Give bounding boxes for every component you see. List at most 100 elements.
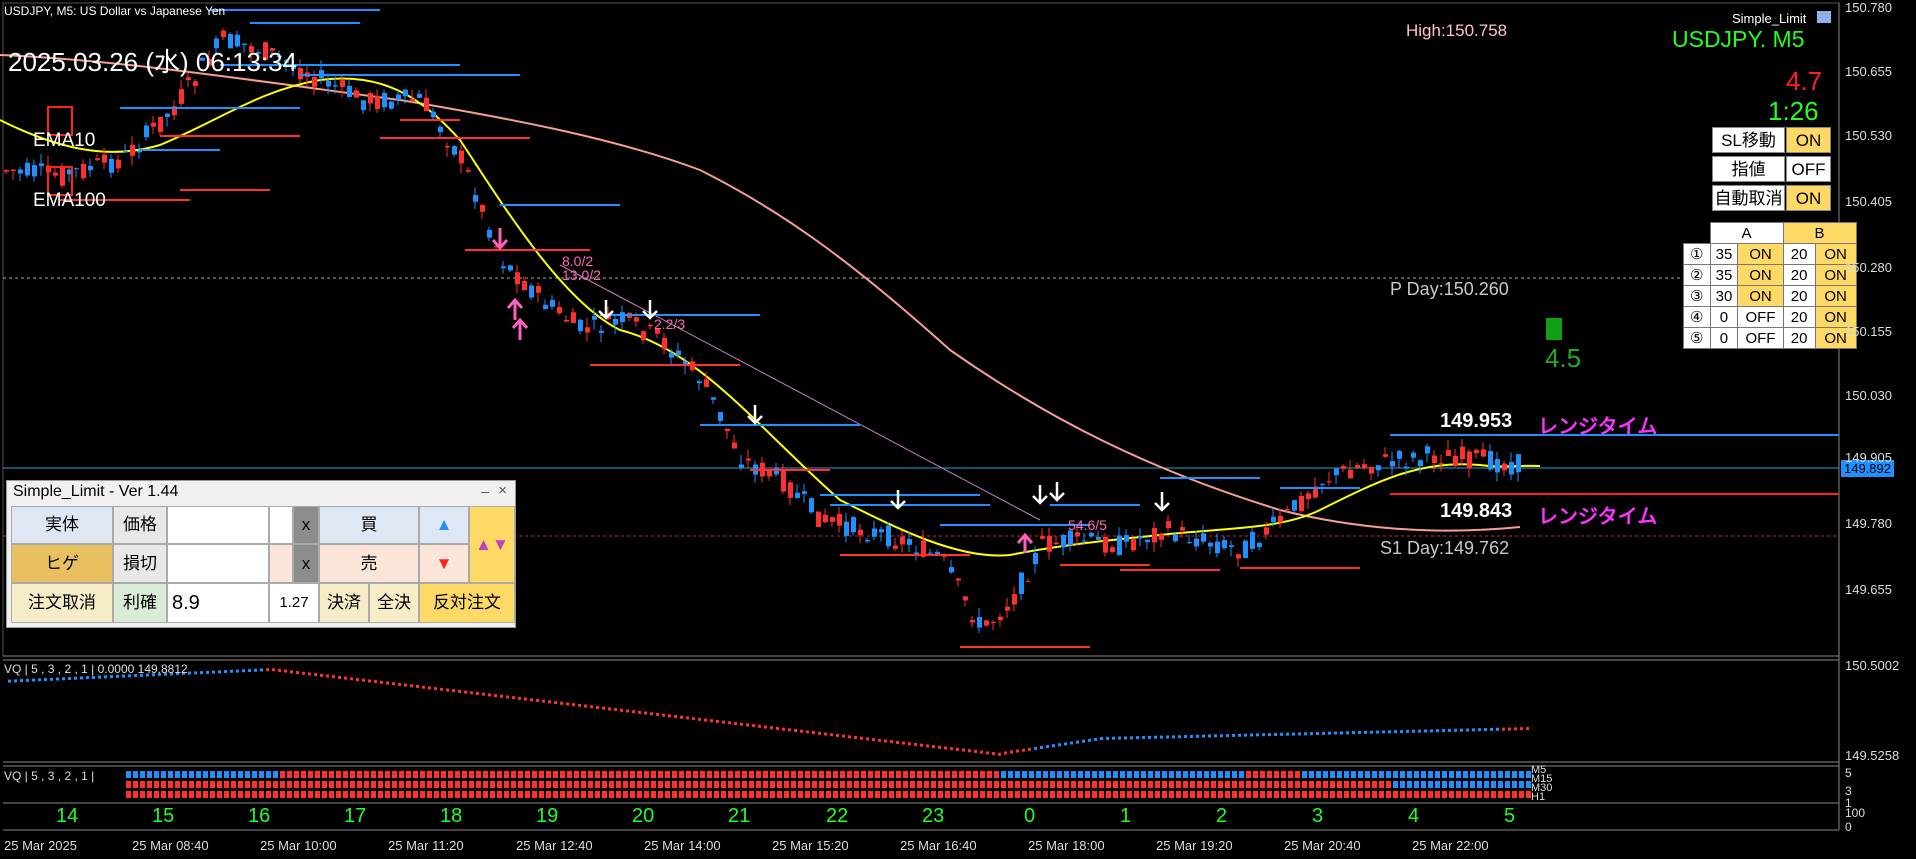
close-all-button[interactable]: 全決済 xyxy=(369,583,419,623)
vq-bar xyxy=(1001,791,1006,798)
b-toggle[interactable]: ON xyxy=(1814,285,1857,307)
tp-input[interactable]: 8.9 xyxy=(167,583,269,623)
sl-move-toggle[interactable]: ON xyxy=(1786,127,1831,153)
buy-button[interactable]: 買 xyxy=(319,506,419,544)
vq-bar xyxy=(609,771,614,778)
vq-bar xyxy=(595,791,600,798)
vq-dot xyxy=(1418,729,1421,733)
b-toggle[interactable]: ON xyxy=(1814,306,1857,328)
vq-bar xyxy=(546,791,551,798)
vq-dot xyxy=(734,722,737,726)
sl-input[interactable] xyxy=(167,544,269,583)
vq-bar xyxy=(896,781,901,788)
a-value[interactable]: 35 xyxy=(1709,243,1739,265)
minimize-button[interactable]: – xyxy=(481,483,489,499)
candlesticks xyxy=(4,28,1521,633)
body-button[interactable]: 実体 xyxy=(11,506,113,544)
vq-dot xyxy=(92,675,95,679)
limit-toggle[interactable]: OFF xyxy=(1786,156,1831,182)
b-value[interactable]: 20 xyxy=(1782,327,1816,349)
signal-label-b: 13.0/2 xyxy=(562,267,601,283)
vq-dot xyxy=(644,711,647,715)
vq-dot xyxy=(428,686,431,690)
vq-bar xyxy=(1078,781,1083,788)
sl-clear-button[interactable]: x xyxy=(293,544,319,583)
a-value[interactable]: 30 xyxy=(1709,285,1739,307)
candle-body xyxy=(1474,449,1479,454)
vq-dot xyxy=(1058,743,1061,747)
vq-bar xyxy=(1512,771,1517,778)
vq-bar xyxy=(1421,781,1426,788)
a-toggle[interactable]: ON xyxy=(1737,264,1784,286)
candle-body xyxy=(865,539,870,542)
b-value[interactable]: 20 xyxy=(1782,306,1816,328)
cancel-orders-button[interactable]: 注文取消 xyxy=(11,583,113,623)
candle-body xyxy=(1243,540,1248,559)
vq-bar xyxy=(1120,781,1125,788)
auto-cancel-toggle[interactable]: ON xyxy=(1786,185,1831,211)
vq-bar xyxy=(819,771,824,778)
a-value[interactable]: 35 xyxy=(1709,264,1739,286)
time-axis-label: 25 Mar 22:00 xyxy=(1412,838,1489,853)
vq-bar xyxy=(434,791,439,798)
vq-bar xyxy=(1183,791,1188,798)
vq-bar xyxy=(350,781,355,788)
vq-dot xyxy=(1376,730,1379,734)
vq-bar xyxy=(1127,781,1132,788)
candle-body xyxy=(81,164,86,179)
vq-bar xyxy=(1379,771,1384,778)
candle-body xyxy=(53,172,58,176)
vq-bar xyxy=(126,781,131,788)
price-input[interactable] xyxy=(167,506,269,544)
vq-dot xyxy=(986,751,989,755)
vq-bar xyxy=(924,791,929,798)
b-value[interactable]: 20 xyxy=(1782,285,1816,307)
vq-bar xyxy=(1512,791,1517,798)
hour-label: 14 xyxy=(56,805,79,827)
vq-bar xyxy=(952,781,957,788)
vq-bar xyxy=(224,771,229,778)
vq-bar xyxy=(126,771,131,778)
vq-bar xyxy=(721,771,726,778)
close-position-button[interactable]: 決済 xyxy=(319,583,369,623)
vq-bar xyxy=(784,771,789,778)
vq-bar xyxy=(868,781,873,788)
vq-bar xyxy=(910,771,915,778)
a-toggle[interactable]: OFF xyxy=(1737,306,1784,328)
vq-bar xyxy=(343,771,348,778)
hour-label: 3 xyxy=(1312,805,1324,827)
candle-body xyxy=(1187,541,1192,543)
toggle-direction-button[interactable]: ▲▼ xyxy=(469,506,515,583)
candle-body xyxy=(39,163,44,167)
a-toggle[interactable]: OFF xyxy=(1737,327,1784,349)
vq-bar xyxy=(630,791,635,798)
wick-button[interactable]: ヒゲ xyxy=(11,544,113,583)
b-toggle[interactable]: ON xyxy=(1814,243,1857,265)
price-clear-button[interactable]: x xyxy=(293,506,319,544)
sell-arrow-button[interactable]: ▼ xyxy=(419,544,469,583)
b-toggle[interactable]: ON xyxy=(1814,327,1857,349)
b-toggle[interactable]: ON xyxy=(1814,264,1857,286)
ab-row: ⑤ 0 OFF 20 ON xyxy=(1683,327,1857,349)
vq-dot xyxy=(602,706,605,710)
vq-dot xyxy=(1316,731,1319,735)
vq-dot xyxy=(32,678,35,682)
vq-bar xyxy=(1050,781,1055,788)
vq-dot xyxy=(1256,733,1259,737)
vq-dot xyxy=(308,672,311,676)
vq-bar xyxy=(1085,771,1090,778)
buy-arrow-button[interactable]: ▲ xyxy=(419,506,469,544)
vq-bar xyxy=(952,771,957,778)
a-value[interactable]: 0 xyxy=(1709,306,1739,328)
reverse-order-button[interactable]: 反対注文 xyxy=(419,583,515,623)
a-toggle[interactable]: ON xyxy=(1737,243,1784,265)
sell-button[interactable]: 売 xyxy=(319,544,419,583)
vq-dot xyxy=(1394,730,1397,734)
close-button[interactable]: × xyxy=(498,482,507,499)
b-value[interactable]: 20 xyxy=(1782,243,1816,265)
vq-bar xyxy=(812,791,817,798)
b-value[interactable]: 20 xyxy=(1782,264,1816,286)
a-toggle[interactable]: ON xyxy=(1737,285,1784,307)
a-value[interactable]: 0 xyxy=(1709,327,1739,349)
